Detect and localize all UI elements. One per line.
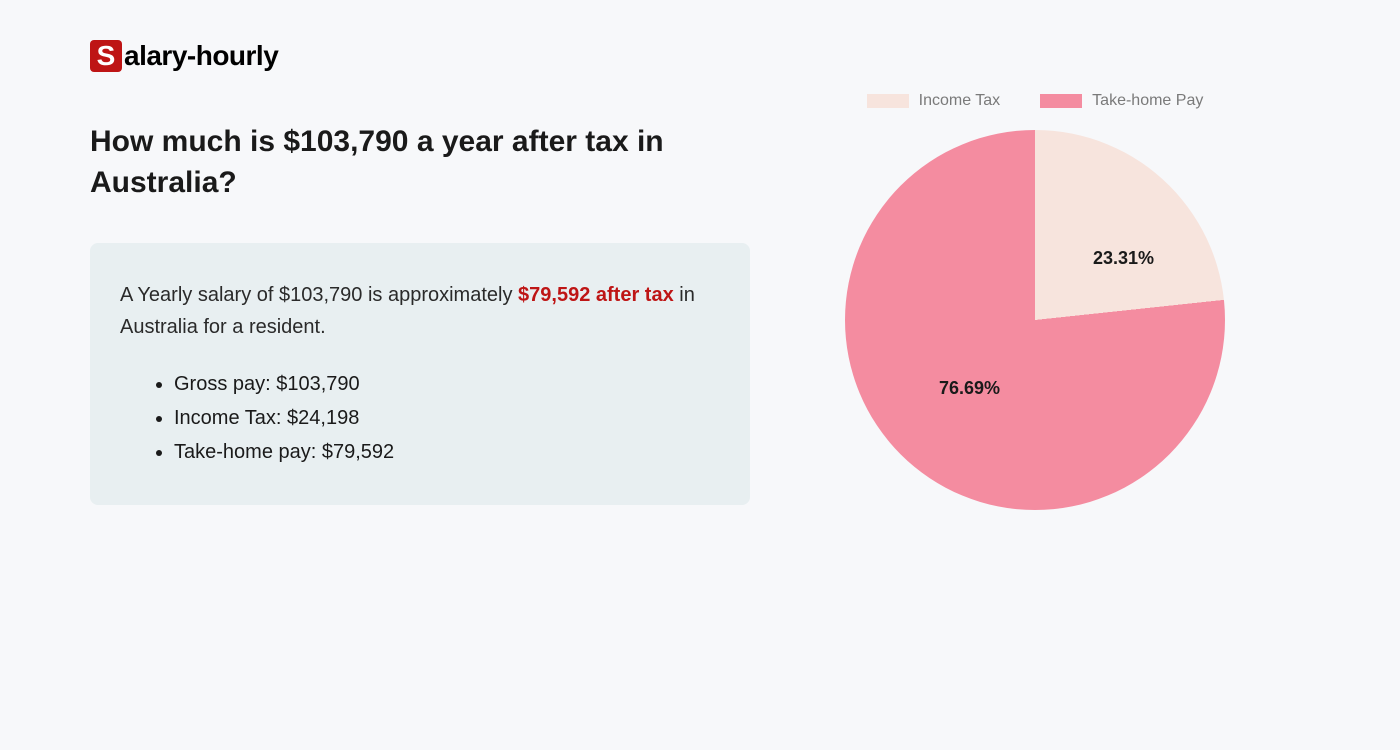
legend-label: Income Tax — [919, 92, 1001, 110]
legend-label: Take-home Pay — [1092, 92, 1203, 110]
page-title: How much is $103,790 a year after tax in… — [90, 122, 750, 203]
list-item: Income Tax: $24,198 — [174, 401, 720, 435]
summary-sentence: A Yearly salary of $103,790 is approxima… — [120, 279, 720, 343]
main-content: How much is $103,790 a year after tax in… — [90, 122, 1310, 510]
slice-label: 76.69% — [939, 378, 1000, 399]
chart-column: Income Tax Take-home Pay 23.31% 76.69% — [810, 92, 1260, 510]
summary-list: Gross pay: $103,790 Income Tax: $24,198 … — [120, 367, 720, 469]
summary-prefix: A Yearly salary of $103,790 is approxima… — [120, 284, 518, 306]
logo-text: alary-hourly — [124, 40, 278, 72]
pie-chart: 23.31% 76.69% — [845, 130, 1225, 510]
legend-swatch — [1040, 94, 1082, 108]
pie-circle — [845, 130, 1225, 510]
legend-swatch — [867, 94, 909, 108]
chart-legend: Income Tax Take-home Pay — [867, 92, 1204, 110]
logo-badge: S — [90, 40, 122, 72]
site-logo: S alary-hourly — [90, 40, 1310, 72]
legend-item: Take-home Pay — [1040, 92, 1203, 110]
text-column: How much is $103,790 a year after tax in… — [90, 122, 750, 505]
summary-box: A Yearly salary of $103,790 is approxima… — [90, 243, 750, 505]
legend-item: Income Tax — [867, 92, 1001, 110]
summary-highlight: $79,592 after tax — [518, 284, 674, 306]
slice-label: 23.31% — [1093, 248, 1154, 269]
list-item: Take-home pay: $79,592 — [174, 435, 720, 469]
list-item: Gross pay: $103,790 — [174, 367, 720, 401]
